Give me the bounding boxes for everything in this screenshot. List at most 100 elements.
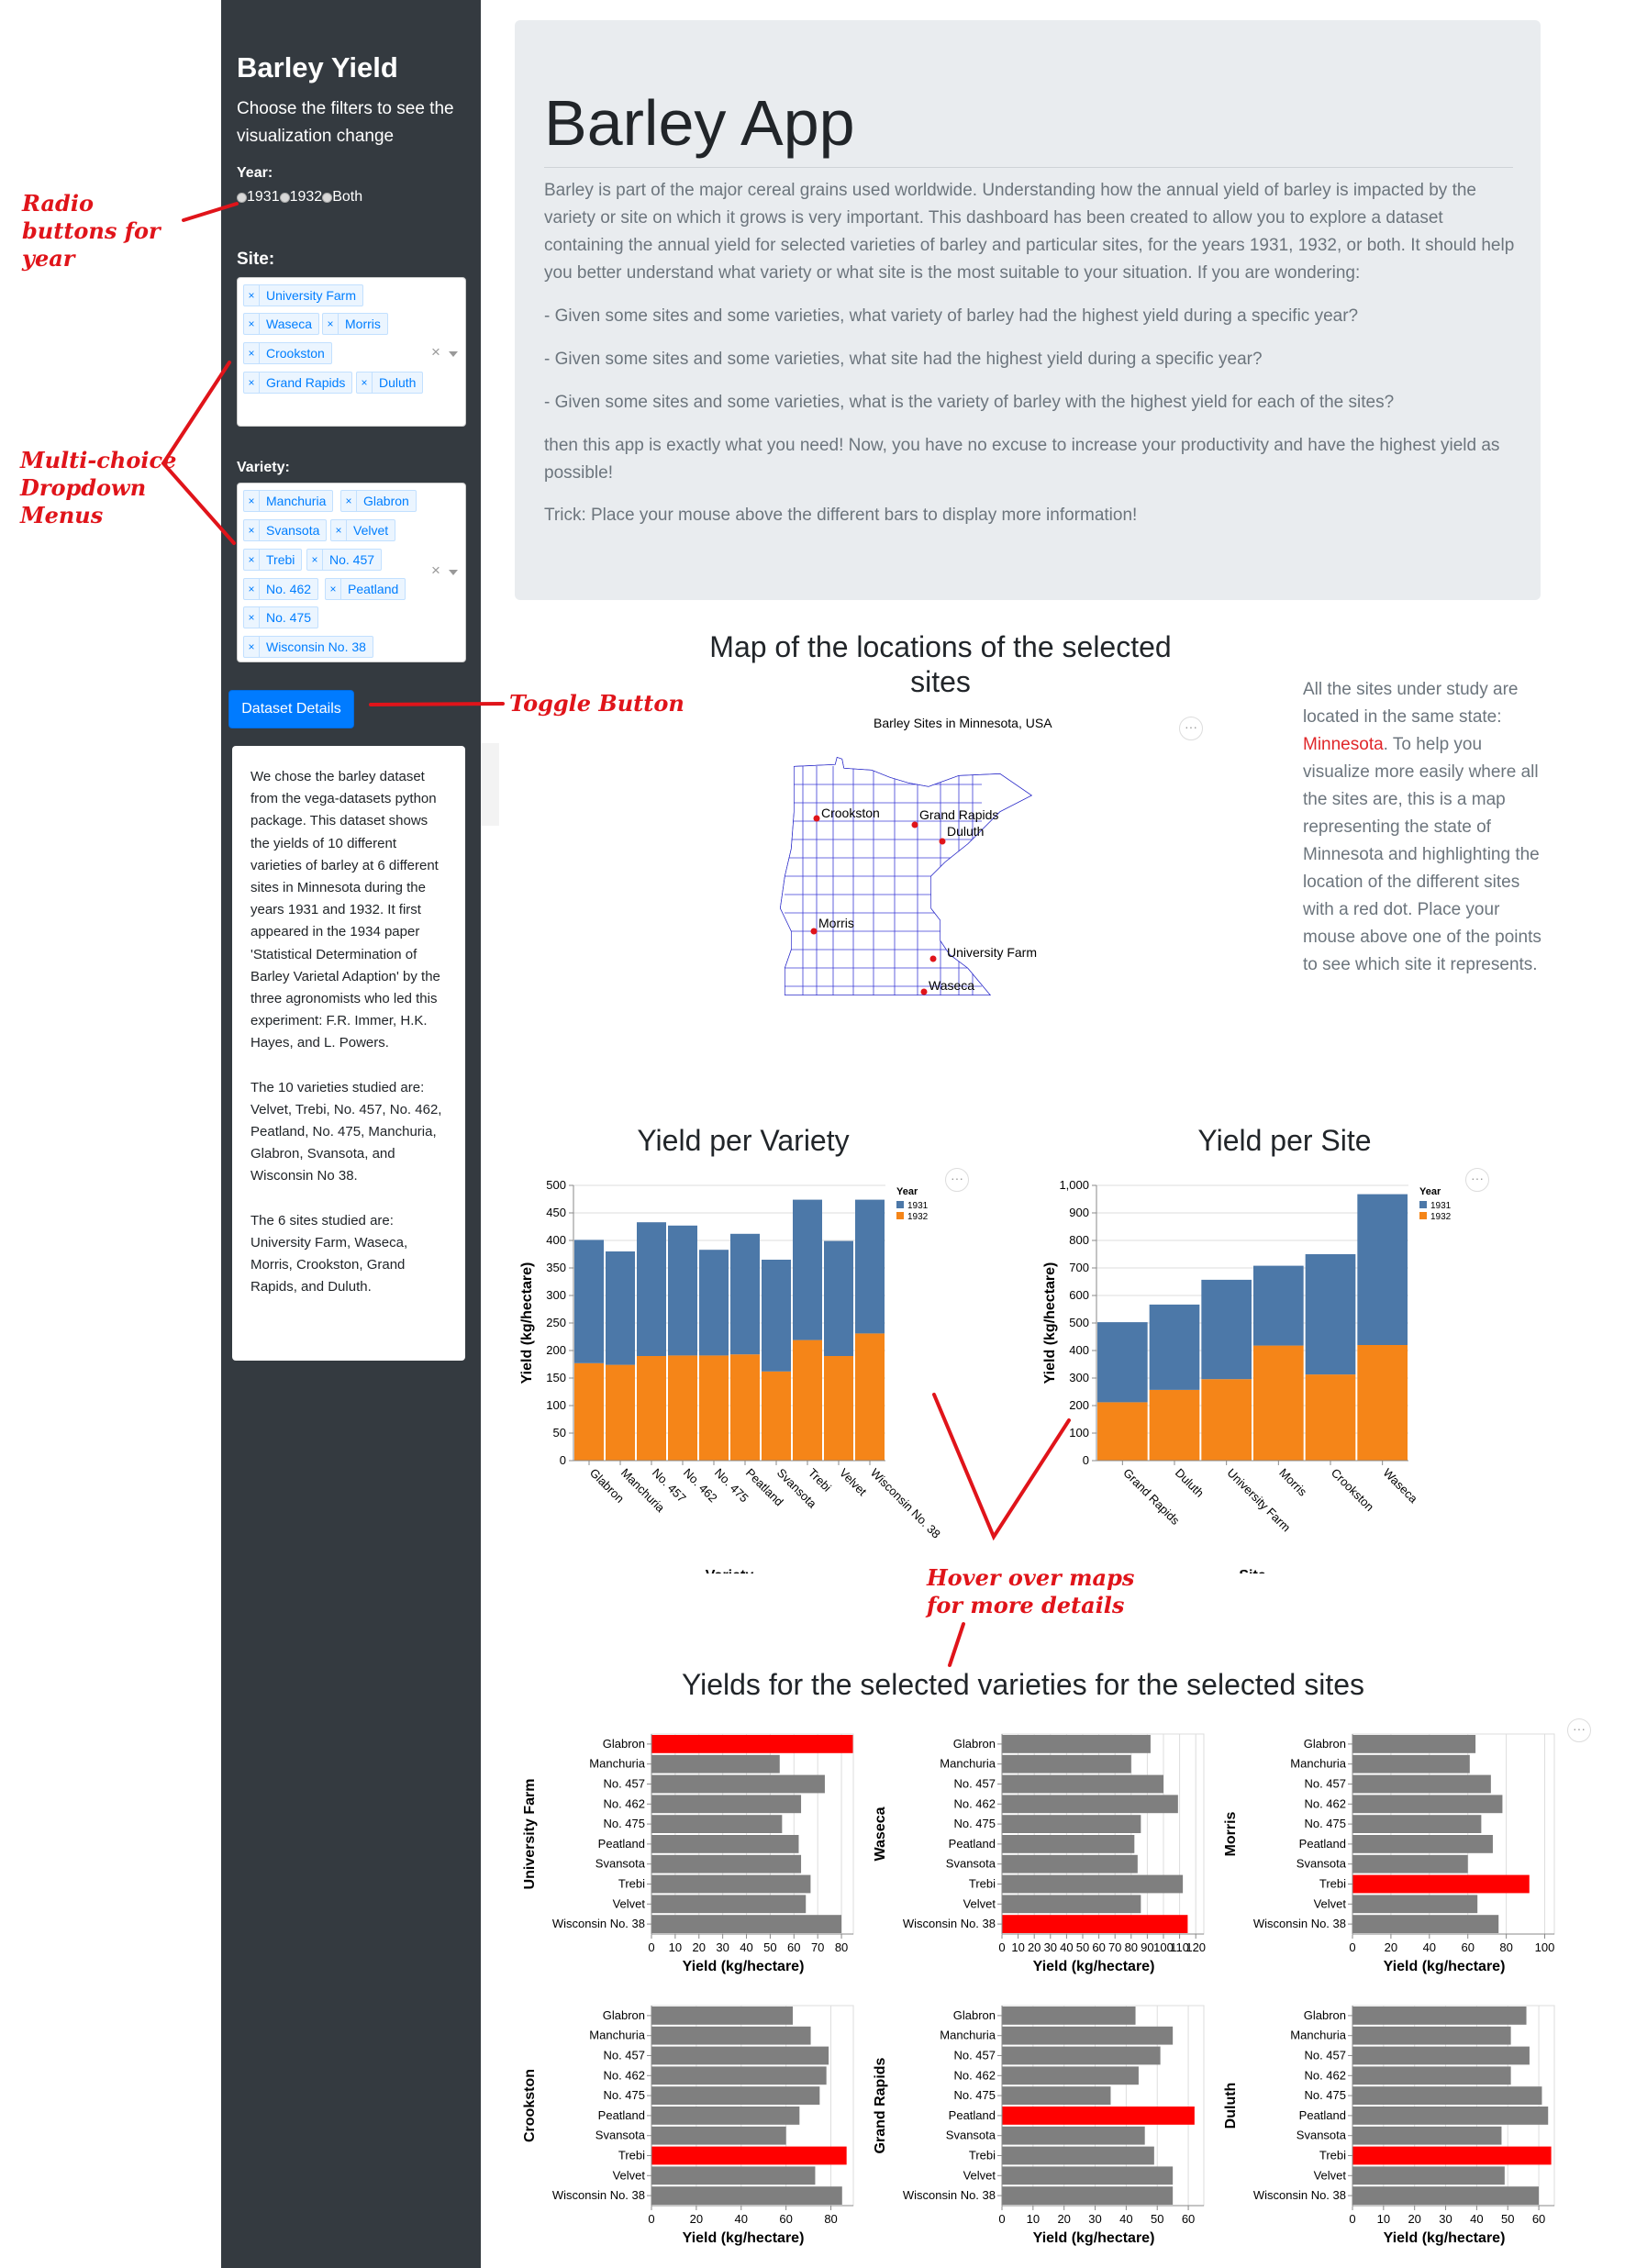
facet-row-label: University Farm	[522, 1779, 538, 1890]
site-dot[interactable]	[920, 988, 928, 995]
radio-both[interactable]	[322, 192, 333, 203]
bar-1932	[574, 1362, 604, 1461]
variety-tag[interactable]: × Svansota	[243, 519, 328, 541]
y-tick-label: Glabron	[1304, 2008, 1346, 2022]
site-tag[interactable]: × Duluth	[356, 372, 424, 394]
y-tick-label: 0	[560, 1453, 566, 1467]
remove-icon[interactable]: ×	[244, 637, 260, 657]
remove-icon[interactable]: ×	[244, 520, 260, 540]
chevron-down-icon[interactable]	[449, 351, 458, 357]
radio-1931[interactable]	[237, 192, 247, 203]
bar-1932	[730, 1354, 760, 1461]
bar-1931	[606, 1251, 635, 1365]
legend-label: 1932	[907, 1212, 929, 1222]
variety-tag[interactable]: × No. 457	[306, 549, 383, 571]
legend-title: Year	[1419, 1186, 1441, 1197]
bar	[651, 1735, 853, 1753]
x-tick-label: Morris	[1276, 1466, 1309, 1499]
question-1: - Given some sites and some varieties, w…	[544, 306, 1359, 326]
y-tick-label: No. 457	[953, 2049, 996, 2062]
variety-tag[interactable]: × Wisconsin No. 38	[243, 636, 373, 658]
variety-tag[interactable]: × Manchuria	[243, 490, 334, 512]
remove-icon[interactable]: ×	[244, 285, 260, 306]
bar-1932	[1201, 1379, 1252, 1461]
variety-tag[interactable]: × No. 462	[243, 578, 319, 600]
y-tick-label: Svansota	[1297, 2129, 1347, 2142]
y-tick-label: Manchuria	[589, 1757, 645, 1771]
bar-1931	[855, 1199, 885, 1334]
remove-icon[interactable]: ×	[323, 314, 339, 334]
clear-icon[interactable]: ×	[431, 343, 440, 361]
remove-icon[interactable]: ×	[244, 550, 260, 570]
minnesota-counties[interactable]	[780, 757, 1032, 995]
remove-icon[interactable]: ×	[331, 520, 347, 540]
y-tick-label: Glabron	[953, 1737, 996, 1751]
y-tick-label: No. 457	[1304, 1777, 1346, 1791]
site-tag[interactable]: × Crookston	[243, 342, 332, 364]
x-tick-label: 60	[1461, 1940, 1474, 1954]
chart-menu-icon[interactable]: ···	[1179, 717, 1203, 740]
remove-icon[interactable]: ×	[244, 607, 260, 628]
remove-icon[interactable]: ×	[326, 579, 341, 599]
site-tag[interactable]: × Grand Rapids	[243, 372, 353, 394]
remove-icon[interactable]: ×	[307, 550, 323, 570]
chart-menu-icon[interactable]: ···	[1567, 1718, 1591, 1742]
x-tick-label: 80	[835, 1940, 848, 1954]
bar-1931	[1357, 1194, 1408, 1345]
remove-icon[interactable]: ×	[244, 372, 260, 393]
bar	[1002, 1915, 1188, 1933]
x-tick-label: 50	[1501, 2212, 1514, 2226]
variety-label: Variety:	[237, 460, 290, 475]
x-tick-label: 0	[648, 2212, 654, 2226]
bar	[1002, 1735, 1151, 1753]
minnesota-map[interactable]: Barley Sites in Minnesota, USA Crookston…	[771, 711, 1220, 1037]
remove-icon[interactable]: ×	[244, 314, 260, 334]
variety-tag[interactable]: × Velvet	[330, 519, 396, 541]
site-dot[interactable]	[939, 838, 946, 845]
variety-tag[interactable]: × No. 475	[243, 606, 319, 628]
chart-menu-icon[interactable]: ···	[1465, 1168, 1489, 1192]
variety-bar-chart[interactable]: 050100150200250300350400450500GlabronMan…	[518, 1161, 959, 1573]
y-tick-label: Trebi	[618, 1877, 645, 1891]
y-tick-label: 400	[546, 1233, 566, 1247]
dataset-details-button[interactable]: Dataset Details	[228, 690, 354, 728]
x-tick-label: 60	[1092, 1940, 1105, 1954]
y-tick-label: Peatland	[949, 1837, 996, 1851]
chevron-down-icon[interactable]	[449, 570, 458, 575]
bar	[1002, 2007, 1136, 2025]
site-tag[interactable]: × Morris	[322, 313, 388, 335]
y-tick-label: No. 462	[953, 2068, 996, 2082]
site-tag[interactable]: × Waseca	[243, 313, 320, 335]
remove-icon[interactable]: ×	[244, 491, 260, 511]
variety-tag[interactable]: × Trebi	[243, 549, 303, 571]
site-dot[interactable]	[813, 815, 820, 822]
chart-menu-icon[interactable]: ···	[945, 1168, 969, 1192]
site-tag[interactable]: × University Farm	[243, 284, 364, 306]
remove-icon[interactable]: ×	[341, 491, 357, 511]
divider	[544, 167, 1513, 168]
radio-1932[interactable]	[279, 192, 290, 203]
y-tick-label: Velvet	[1314, 1896, 1347, 1910]
y-tick-label: Wisconsin No. 38	[1253, 2188, 1346, 2202]
site-dot[interactable]	[810, 928, 818, 935]
variety-dropdown[interactable]	[237, 483, 466, 662]
site-dot[interactable]	[929, 955, 937, 962]
remove-icon[interactable]: ×	[244, 579, 260, 599]
clear-icon[interactable]: ×	[431, 561, 440, 579]
question-3: - Given some sites and some varieties, w…	[544, 393, 1395, 412]
variety-tag[interactable]: × Glabron	[340, 490, 417, 512]
legend-label: 1931	[1430, 1201, 1452, 1211]
remove-icon[interactable]: ×	[357, 372, 373, 393]
variety-tag[interactable]: × Peatland	[325, 578, 406, 600]
x-axis-title: Yield (kg/hectare)	[1384, 2230, 1506, 2246]
bar	[651, 2146, 847, 2165]
facet-crookston: 0 20 40 60 80 Glabron Manchuria No. 457 No. 462 N…	[522, 2005, 854, 2246]
bar-1931	[574, 1240, 604, 1363]
site-dot[interactable]	[911, 821, 918, 828]
outro-text: then this app is exactly what you need! …	[544, 436, 1500, 483]
x-tick-label: 60	[1532, 2212, 1545, 2226]
bar	[1002, 2166, 1174, 2185]
remove-icon[interactable]: ×	[244, 343, 260, 363]
